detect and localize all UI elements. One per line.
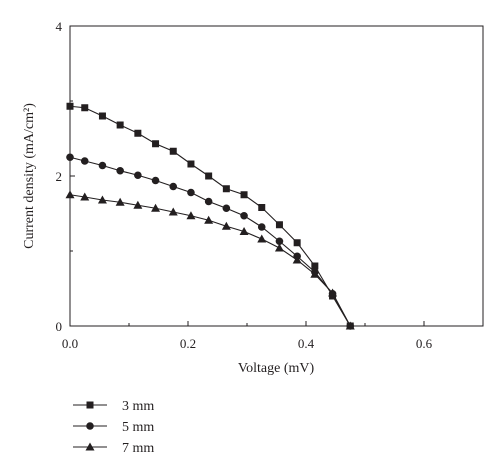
legend: 3 mm 5 mm 7 mm (73, 399, 154, 456)
data-point (98, 112, 106, 120)
data-point (292, 255, 302, 264)
axis-ticks: 0.0 0.2 0.4 0.6 0 2 4 (56, 19, 433, 351)
legend-marker (86, 422, 94, 430)
data-point (258, 204, 266, 211)
y-tick-label: 4 (56, 19, 63, 34)
legend-item: 7 mm (73, 441, 154, 456)
data-point (66, 102, 74, 110)
y-axis-label: Current density (mA/cm²) (22, 103, 37, 249)
data-point (65, 190, 75, 199)
data-point (186, 211, 196, 220)
series-triangle (65, 190, 355, 330)
data-point (80, 157, 89, 165)
plot-frame (69, 25, 484, 327)
series-line (69, 156, 351, 327)
data-point (240, 211, 248, 220)
data-point (116, 166, 124, 175)
x-tick-label: 0.6 (416, 336, 433, 351)
y-tick-label: 2 (56, 169, 63, 184)
data-point (274, 243, 284, 252)
data-point (257, 234, 267, 243)
data-point (97, 195, 107, 204)
data-point (293, 239, 301, 247)
data-point (222, 204, 231, 213)
data-point (257, 223, 266, 231)
data-point (187, 188, 195, 197)
data-point (98, 161, 107, 170)
data-point (168, 207, 178, 216)
x-axis-label: Voltage (mV) (238, 361, 315, 376)
data-point (222, 185, 230, 193)
data-point (239, 227, 249, 235)
data-point (116, 121, 124, 129)
data-point (205, 172, 213, 180)
x-tick-label: 0.2 (180, 336, 196, 351)
data-point (311, 262, 319, 270)
data-point (204, 197, 213, 206)
data-point (204, 215, 214, 224)
data-point (66, 153, 74, 162)
data-point (115, 197, 125, 206)
data-point (328, 288, 338, 297)
legend-item: 3 mm (73, 399, 154, 414)
data-point (275, 237, 284, 246)
data-point (81, 104, 89, 112)
data-point (169, 182, 178, 191)
y-tick-label: 0 (56, 319, 63, 334)
data-point (80, 192, 90, 201)
data-point (345, 321, 355, 330)
legend-item: 5 mm (73, 420, 154, 435)
x-tick-label: 0.4 (298, 336, 315, 351)
data-point (187, 160, 195, 168)
x-tick-label: 0.0 (62, 336, 78, 351)
legend-marker (86, 401, 94, 409)
series-line (69, 194, 351, 327)
series-square (66, 102, 354, 330)
data-point (134, 129, 142, 137)
data-point (133, 200, 143, 209)
data-point (151, 203, 161, 212)
legend-label: 3 mm (122, 399, 154, 414)
legend-label: 5 mm (122, 420, 154, 435)
data-point (221, 221, 231, 230)
data-point (310, 269, 320, 278)
series-circle (66, 153, 355, 330)
legend-label: 7 mm (122, 441, 154, 456)
data-point (240, 191, 248, 199)
legend-marker (85, 442, 95, 451)
series-layer (65, 102, 355, 330)
data-point (169, 147, 177, 155)
data-point (151, 176, 160, 185)
series-line (69, 105, 351, 327)
data-point (152, 140, 160, 148)
data-point (275, 221, 283, 229)
data-point (134, 171, 142, 180)
